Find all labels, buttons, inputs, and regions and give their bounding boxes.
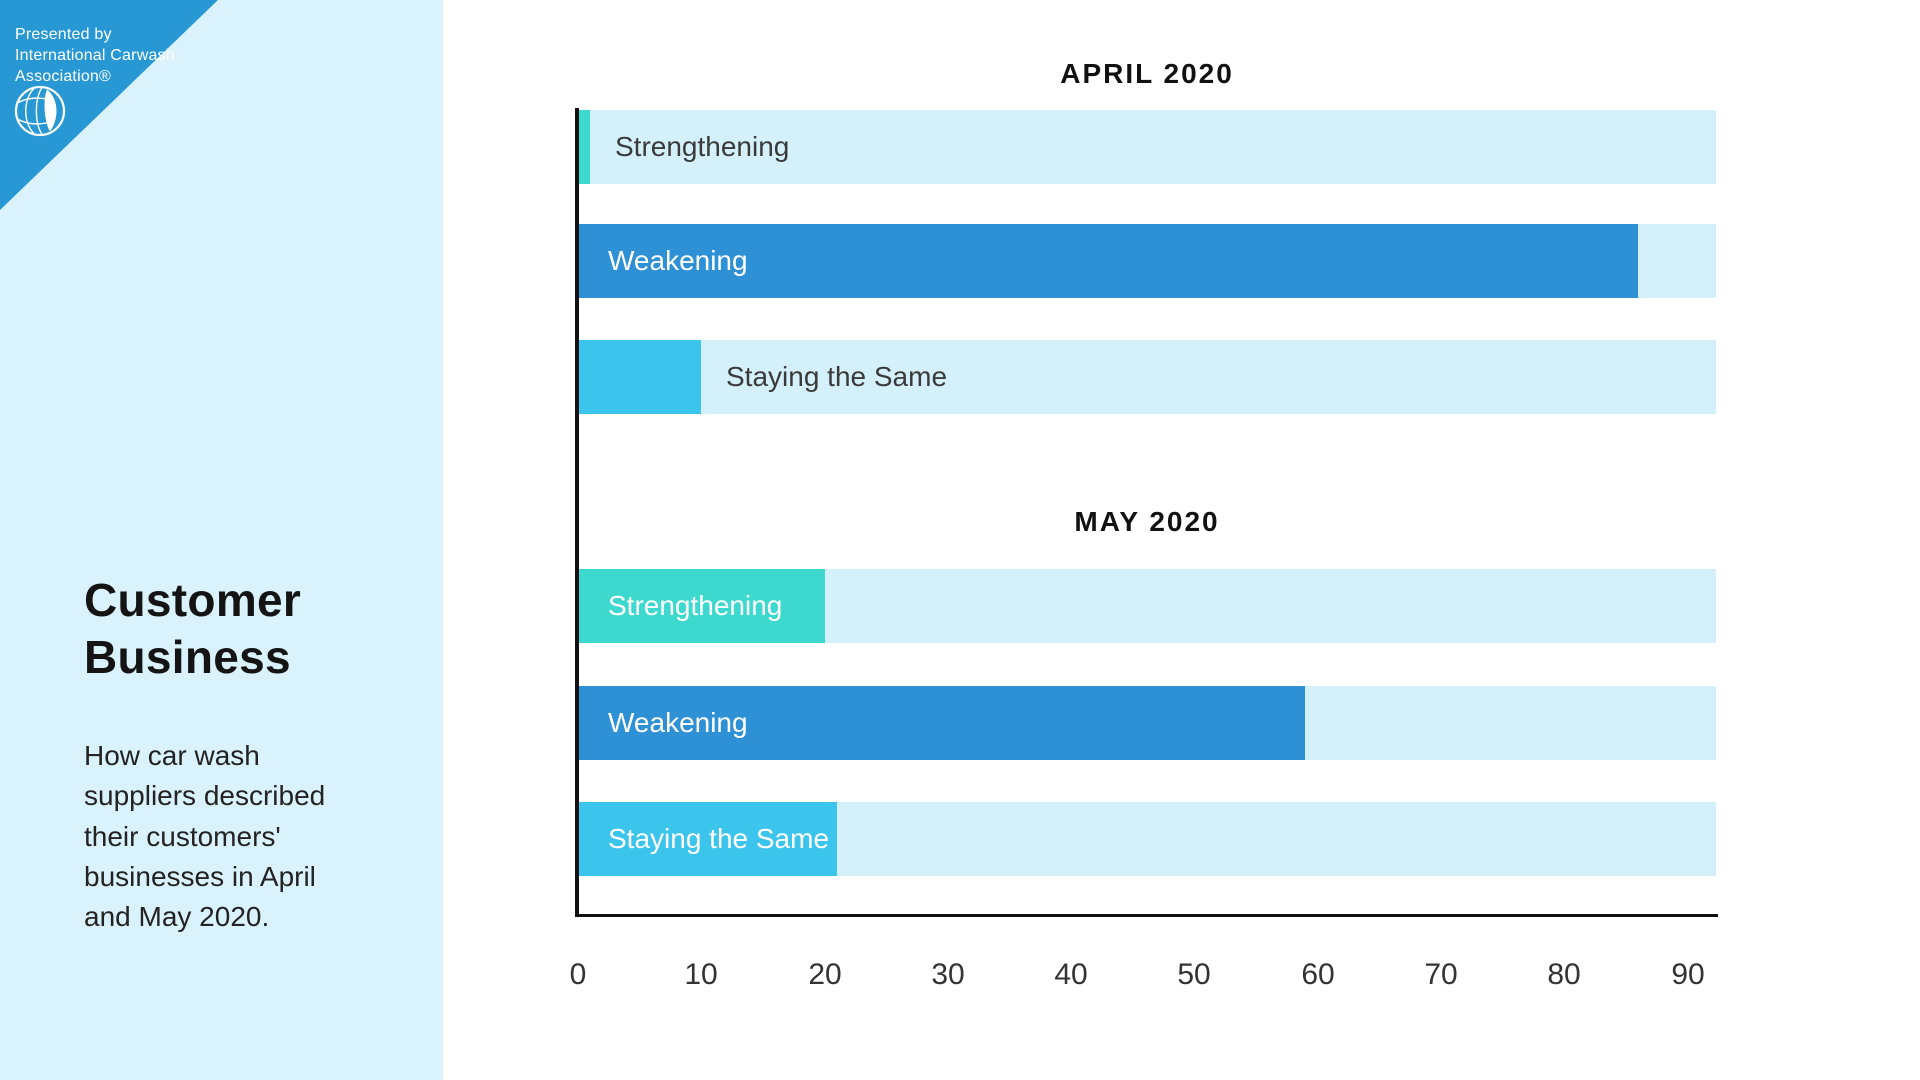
bar-row-april-weakening: Weakening	[578, 224, 1716, 298]
bar-track	[578, 340, 1716, 414]
bar-row-april-strengthening: Strengthening	[578, 110, 1716, 184]
presented-by-line: Association®	[15, 68, 112, 86]
bar-april-staying-the-same	[578, 340, 701, 414]
presented-by-line: International Carwash	[15, 47, 175, 65]
x-axis-tick: 60	[1301, 958, 1335, 991]
chart-title-may: MAY 2020	[1074, 506, 1220, 537]
bar-may-weakening	[578, 686, 1305, 760]
presented-by-line: Presented by	[15, 26, 112, 43]
x-axis-line	[575, 914, 1718, 917]
bar-april-strengthening	[578, 110, 590, 184]
x-axis-tick: 90	[1671, 958, 1705, 991]
x-axis-tick: 40	[1054, 958, 1088, 991]
x-axis-tick: 0	[569, 958, 587, 991]
chart-area: APRIL 2020 Strengthening Weakening Stayi…	[570, 0, 1718, 1080]
bar-label: Weakening	[608, 707, 748, 738]
y-axis-line	[575, 108, 579, 917]
page-title: Customer Business	[84, 574, 302, 684]
bar-label: Staying the Same	[726, 361, 948, 392]
x-axis-tick: 20	[808, 958, 842, 991]
globe-icon	[14, 85, 66, 137]
bar-may-staying-the-same	[578, 802, 837, 876]
chart-title-april: APRIL 2020	[1060, 58, 1234, 89]
bar-row-may-weakening: Weakening	[578, 686, 1716, 760]
bar-row-may-staying-the-same: Staying the Same	[578, 802, 1716, 876]
bar-row-april-staying-the-same: Staying the Same	[578, 340, 1716, 414]
bar-label: Staying the Same	[608, 823, 830, 854]
presented-by-text: Presented by International Carwash Assoc…	[15, 24, 175, 87]
bar-label: Strengthening	[608, 590, 783, 621]
sidebar: Presented by International Carwash Assoc…	[0, 0, 443, 1080]
x-axis-ticks: 0 10 20 30 40 50 60 70 80 90	[570, 958, 1716, 998]
bar-label: Weakening	[608, 245, 748, 276]
bar-may-strengthening	[578, 569, 825, 643]
x-axis-tick: 70	[1424, 958, 1458, 991]
bar-row-may-strengthening: Strengthening	[578, 569, 1716, 643]
bar-april-weakening	[578, 224, 1638, 298]
x-axis-tick: 80	[1547, 958, 1581, 991]
page-description: How car wash suppliers described their c…	[84, 740, 326, 933]
x-axis-tick: 30	[931, 958, 965, 991]
x-axis-tick: 50	[1177, 958, 1211, 991]
bar-label: Strengthening	[615, 131, 790, 162]
x-axis-tick: 10	[684, 958, 718, 991]
bar-track	[578, 110, 1716, 184]
